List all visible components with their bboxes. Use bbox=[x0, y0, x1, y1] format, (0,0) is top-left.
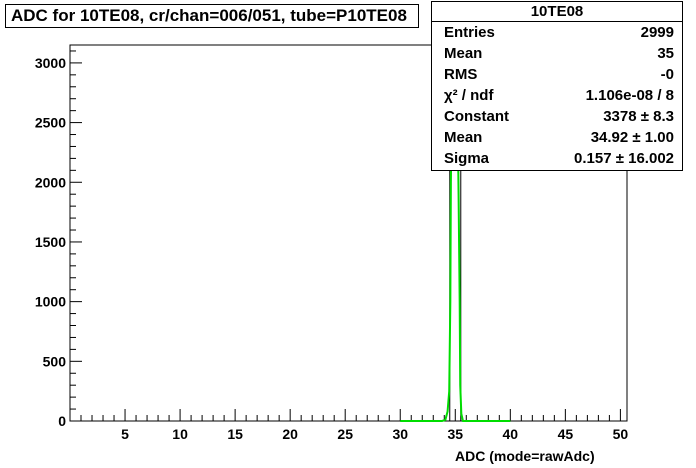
stat-label: Entries bbox=[444, 24, 495, 41]
x-tick-label: 5 bbox=[121, 426, 129, 442]
stat-label: χ² / ndf bbox=[444, 87, 494, 104]
stat-value: 1.106e-08 / 8 bbox=[585, 87, 674, 104]
x-tick-label: 50 bbox=[613, 426, 629, 442]
x-axis-title: ADC (mode=rawAdc) bbox=[455, 448, 595, 464]
stat-value: 3378 ± 8.3 bbox=[603, 108, 674, 125]
stat-label: RMS bbox=[444, 66, 478, 83]
stat-value: 35 bbox=[657, 45, 674, 62]
x-tick-label: 15 bbox=[227, 426, 243, 442]
stats-box: 10TE08 Entries 2999 Mean 35 RMS -0 χ² / … bbox=[431, 1, 683, 171]
stat-label: Sigma bbox=[444, 150, 490, 167]
stat-value: 2999 bbox=[640, 24, 674, 41]
stats-name: 10TE08 bbox=[432, 2, 682, 22]
stat-row-fit-mean: Mean 34.92 ± 1.00 bbox=[444, 127, 674, 148]
stat-label: Mean bbox=[444, 45, 483, 62]
x-tick-label: 30 bbox=[392, 426, 408, 442]
x-tick-label: 10 bbox=[172, 426, 188, 442]
y-tick-label: 2500 bbox=[35, 115, 66, 131]
stat-value: -0 bbox=[660, 66, 674, 83]
stat-row-constant: Constant 3378 ± 8.3 bbox=[444, 106, 674, 127]
x-tick-label: 35 bbox=[447, 426, 463, 442]
chart-title: ADC for 10TE08, cr/chan=006/051, tube=P1… bbox=[5, 4, 419, 28]
x-tick-label: 45 bbox=[558, 426, 574, 442]
stats-rows: Entries 2999 Mean 35 RMS -0 χ² / ndf 1.1… bbox=[432, 22, 682, 169]
y-tick-label: 0 bbox=[58, 413, 66, 429]
stat-label: Mean bbox=[444, 129, 483, 146]
stat-row-rms: RMS -0 bbox=[444, 64, 674, 85]
stat-row-sigma: Sigma 0.157 ± 16.002 bbox=[444, 148, 674, 169]
stat-value: 0.157 ± 16.002 bbox=[574, 150, 674, 167]
stat-row-mean: Mean 35 bbox=[444, 43, 674, 64]
stat-value: 34.92 ± 1.00 bbox=[590, 129, 674, 146]
x-tick-label: 40 bbox=[503, 426, 519, 442]
stat-row-entries: Entries 2999 bbox=[444, 22, 674, 43]
y-tick-label: 1000 bbox=[35, 294, 66, 310]
y-tick-label: 1500 bbox=[35, 234, 66, 250]
x-tick-label: 20 bbox=[282, 426, 298, 442]
stat-row-chi2: χ² / ndf 1.106e-08 / 8 bbox=[444, 85, 674, 106]
stat-label: Constant bbox=[444, 108, 509, 125]
y-tick-label: 500 bbox=[43, 353, 67, 369]
y-tick-label: 2000 bbox=[35, 174, 66, 190]
y-tick-label: 3000 bbox=[35, 55, 66, 71]
x-tick-label: 25 bbox=[337, 426, 353, 442]
